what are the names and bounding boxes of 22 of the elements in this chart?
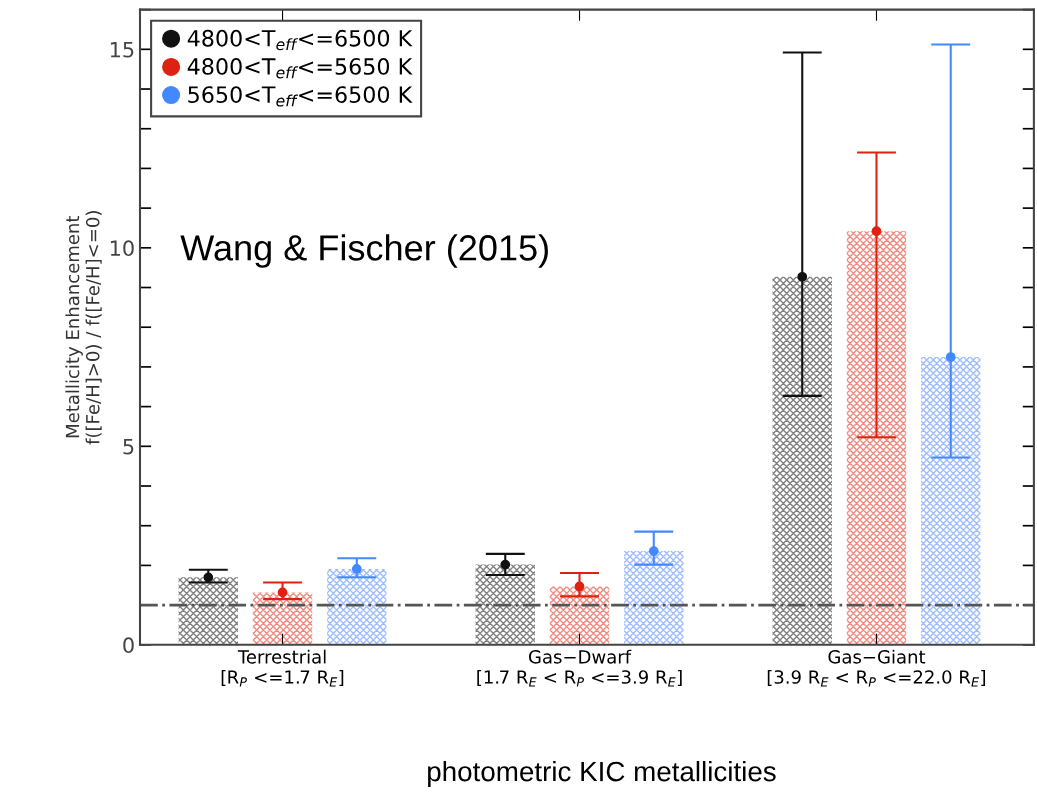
x-tick-label: Gas−Giant [3.9 R$_{E}$ < R$_{P}$ <=22.0 R$_{E}$] bbox=[767, 649, 986, 687]
y-axis-title: Metallicity Enhancement f([Fe/H]>0) / f([Fe/H]<=0) bbox=[65, 211, 102, 445]
y-tick-label: 0 bbox=[123, 637, 134, 654]
bar bbox=[178, 577, 238, 645]
bar bbox=[624, 551, 684, 645]
bar bbox=[549, 586, 610, 645]
y-tick-label: 15 bbox=[110, 42, 134, 58]
legend-label: 5650<T$_{eff}$<=6500 K bbox=[188, 86, 413, 107]
bar bbox=[475, 564, 535, 645]
y-tick-label: 10 bbox=[110, 240, 134, 257]
x-tick-label: Terrestrial [R$_{P}$ <=1.7 R$_{E}$] bbox=[221, 649, 344, 687]
bar bbox=[327, 568, 387, 645]
annotation: Wang & Fischer (2015) bbox=[180, 234, 548, 268]
bar bbox=[846, 231, 907, 645]
bar bbox=[772, 276, 832, 645]
text: photometric KIC metallicities bbox=[428, 760, 776, 787]
bar bbox=[252, 592, 313, 645]
legend-label: 4800<T$_{eff}$<=6500 K bbox=[187, 29, 413, 51]
bar bbox=[921, 356, 981, 645]
x-tick-label: Gas−Dwarf [1.7 R$_{E}$ < R$_{P}$ <=3.9 R$_{E}$] bbox=[477, 649, 682, 687]
legend-label: 4800<T$_{eff}$<=5650 K bbox=[187, 58, 413, 79]
y-tick-label: 5 bbox=[123, 439, 134, 455]
